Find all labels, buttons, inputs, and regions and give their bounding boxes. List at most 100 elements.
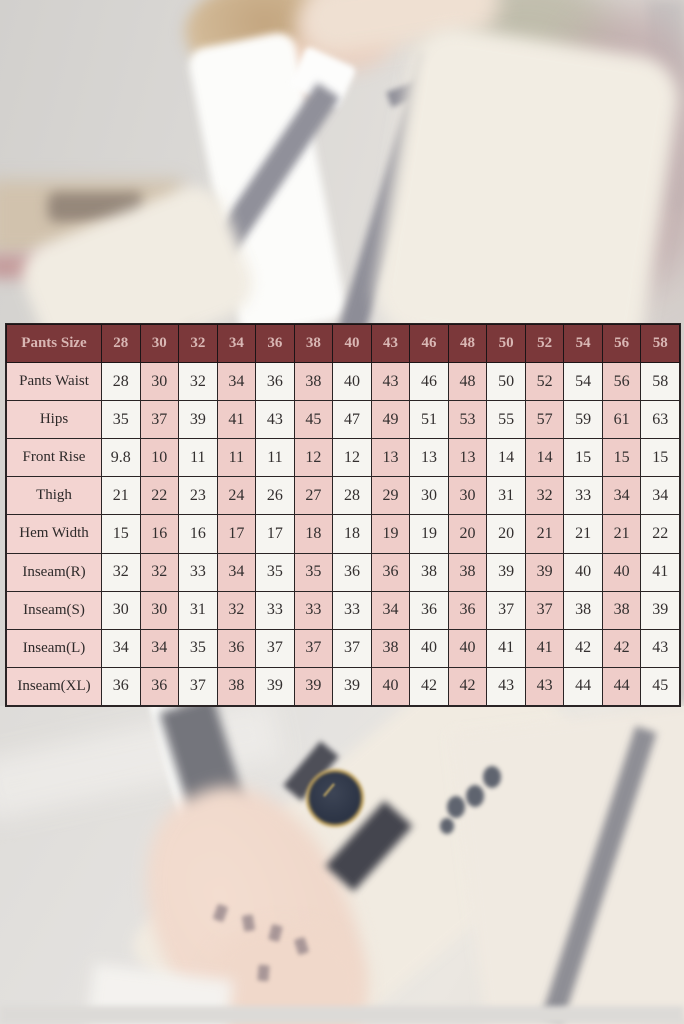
size-value-cell: 16 [139,514,180,554]
size-value-cell: 39 [255,666,295,707]
size-value-cell: 49 [370,400,411,440]
size-value-cell: 34 [101,628,141,668]
table-row: Inseam(S) 30 30 31 32 33 33 33 34 36 36 37 37 38 38 39 [6,590,680,630]
table-row: Front Rise 9.8 10 11 11 11 12 12 13 13 13 14 14 15 15 1… [6,438,680,478]
size-value-cell: 34 [216,552,257,592]
size-value-cell: 16 [178,514,218,554]
table-row: Inseam(L) 34 34 35 36 37 37 37 38 40 40 41 41 42 42 43 [6,628,680,668]
size-value-cell: 15 [640,438,680,478]
size-value-cell: 57 [524,400,565,440]
size-value-cell: 32 [139,552,180,592]
size-value-cell: 17 [255,514,295,554]
table-row: Hips 35 37 39 41 43 45 47 49 51 53 55 57 59 61 63 [6,400,680,440]
size-value-cell: 37 [332,628,372,668]
size-value-cell: 50 [486,361,526,402]
size-value-cell: 63 [640,400,680,440]
size-value-cell: 31 [486,476,526,516]
size-value-cell: 40 [447,628,488,668]
size-value-cell: 15 [101,514,141,554]
size-value-cell: 51 [409,400,449,440]
size-value-cell: 36 [139,666,180,707]
size-value-cell: 15 [563,438,603,478]
header-row: Pants Size 28 30 32 34 36 38 40 43 46 48 50 52 54 56 58 [6,324,680,363]
size-value-cell: 13 [447,438,488,478]
row-label: Inseam(XL) [6,666,102,707]
sleeve-button [440,818,454,834]
size-chart-table: Pants Size 28 30 32 34 36 38 40 43 46 48 50 52 54 56 58… [6,324,680,707]
size-value-cell: 44 [563,666,603,707]
size-value-cell: 21 [563,514,603,554]
size-value-cell: 39 [332,666,372,707]
size-value-cell: 42 [409,666,449,707]
row-label: Front Rise [6,438,102,478]
size-value-cell: 19 [409,514,449,554]
size-value-cell: 46 [409,361,449,402]
watch-face [306,769,364,827]
size-column-header: 40 [332,324,372,363]
size-value-cell: 32 [524,476,565,516]
size-value-cell: 38 [447,552,488,592]
size-value-cell: 36 [370,552,411,592]
table-row: Inseam(XL) 36 36 37 38 39 39 39 40 42 42 43 43 44 44 45 [6,666,680,707]
sleeve-button [466,785,484,807]
size-column-header: 36 [255,324,295,363]
size-value-cell: 31 [178,590,218,630]
size-value-cell: 30 [447,476,488,516]
size-value-cell: 23 [178,476,218,516]
size-value-cell: 22 [640,514,680,554]
size-value-cell: 40 [332,361,372,402]
size-value-cell: 58 [640,361,680,402]
size-value-cell: 9.8 [101,438,141,478]
size-value-cell: 21 [101,476,141,516]
size-value-cell: 12 [293,438,334,478]
size-value-cell: 24 [216,476,257,516]
size-value-cell: 30 [409,476,449,516]
size-value-cell: 33 [255,590,295,630]
size-value-cell: 35 [101,400,141,440]
size-value-cell: 43 [255,400,295,440]
size-value-cell: 32 [216,590,257,630]
size-value-cell: 39 [293,666,334,707]
size-value-cell: 35 [293,552,334,592]
size-value-cell: 19 [370,514,411,554]
size-value-cell: 11 [216,438,257,478]
size-column-header: 28 [101,324,141,363]
row-label: Hem Width [6,514,102,554]
size-value-cell: 47 [332,400,372,440]
size-column-header: 54 [563,324,603,363]
size-value-cell: 43 [370,361,411,402]
size-value-cell: 45 [293,400,334,440]
size-value-cell: 35 [178,628,218,668]
size-column-header: 46 [409,324,449,363]
size-value-cell: 22 [139,476,180,516]
size-value-cell: 36 [216,628,257,668]
finger-tattoo [257,964,270,982]
table-row: Pants Waist 28 30 32 34 36 38 40 43 46 48 50 52 54 56 5… [6,361,680,402]
size-value-cell: 32 [101,552,141,592]
sleeve-button [447,796,465,818]
size-value-cell: 59 [563,400,603,440]
size-value-cell: 39 [524,552,565,592]
size-value-cell: 39 [640,590,680,630]
size-value-cell: 34 [640,476,680,516]
size-value-cell: 14 [524,438,565,478]
size-value-cell: 18 [332,514,372,554]
size-value-cell: 45 [640,666,680,707]
size-value-cell: 55 [486,400,526,440]
size-column-header: 34 [216,324,257,363]
size-value-cell: 21 [601,514,642,554]
size-value-cell: 38 [601,590,642,630]
size-value-cell: 34 [370,590,411,630]
size-value-cell: 17 [216,514,257,554]
sleeve-button [483,766,501,788]
size-column-header: 56 [601,324,642,363]
size-value-cell: 39 [178,400,218,440]
size-value-cell: 43 [486,666,526,707]
size-value-cell: 30 [139,361,180,402]
size-value-cell: 34 [216,361,257,402]
size-column-header: 30 [139,324,180,363]
size-value-cell: 28 [332,476,372,516]
size-value-cell: 40 [370,666,411,707]
row-label: Hips [6,400,102,440]
